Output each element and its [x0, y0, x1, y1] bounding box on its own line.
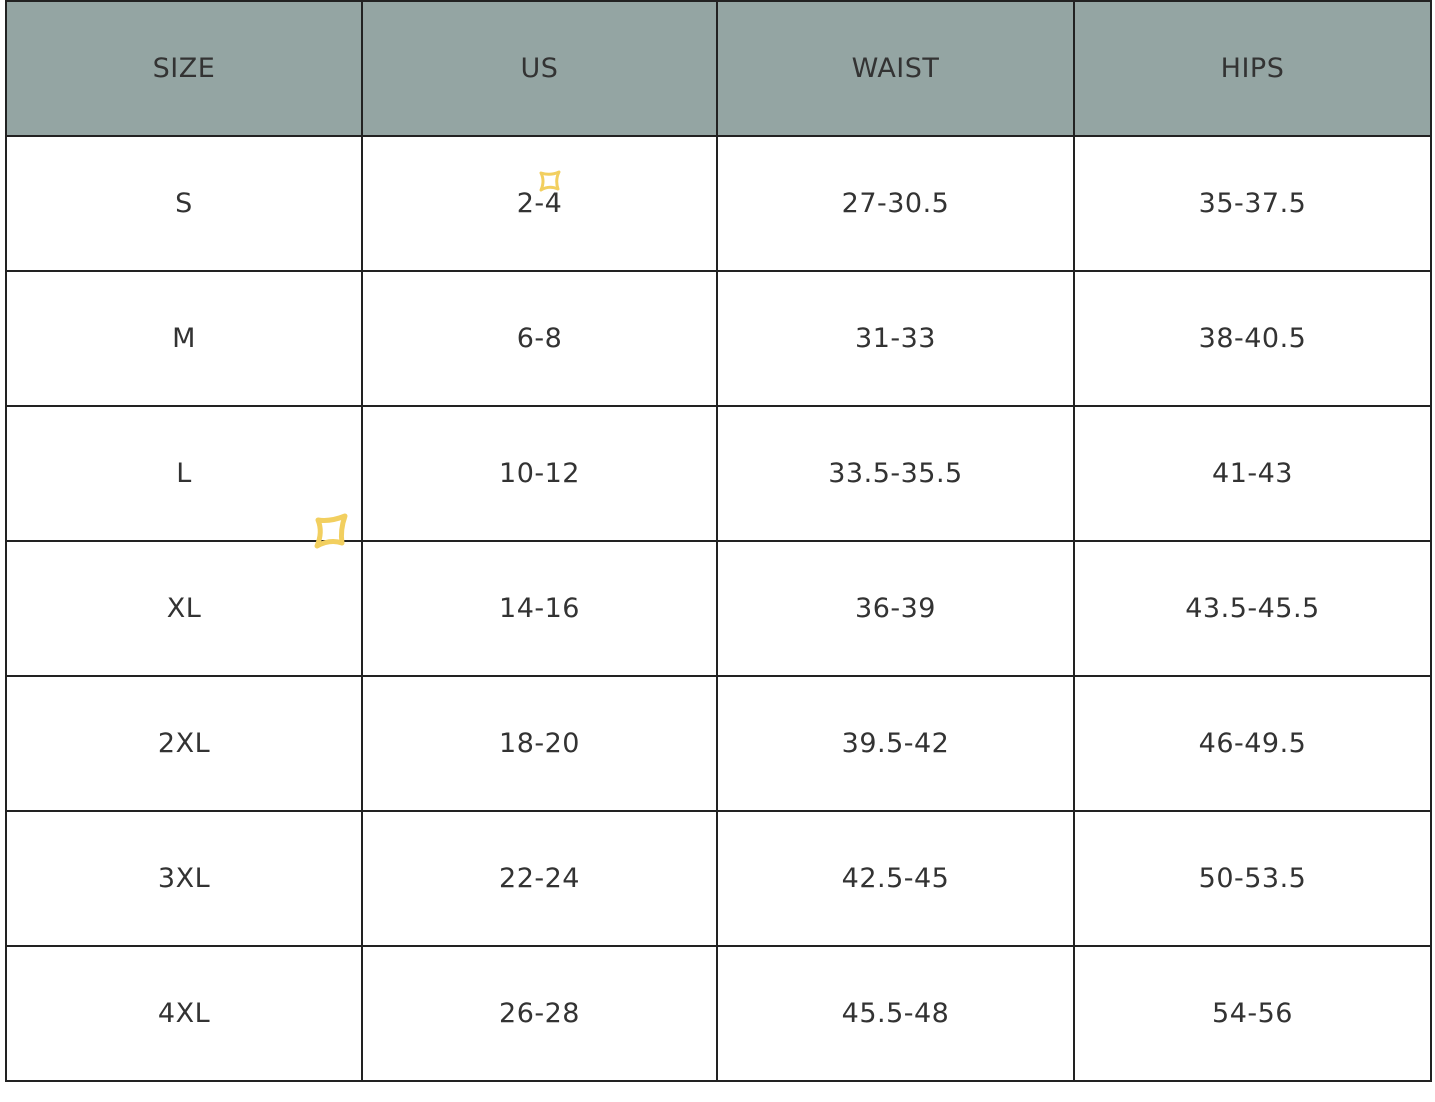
cell-size: 4XL: [5, 945, 363, 1082]
header-us: US: [361, 0, 718, 137]
cell-waist: 36-39: [716, 540, 1075, 677]
cell-us: 22-24: [361, 810, 718, 947]
cell-waist: 42.5-45: [716, 810, 1075, 947]
cell-waist: 39.5-42: [716, 675, 1075, 812]
cell-us: 6-8: [361, 270, 718, 407]
cell-hips: 50-53.5: [1073, 810, 1432, 947]
cell-waist: 33.5-35.5: [716, 405, 1075, 542]
cell-size: M: [5, 270, 363, 407]
cell-us: 14-16: [361, 540, 718, 677]
size-chart-table: SIZE US WAIST HIPS S 2-4 27-30.5 35-37.5 M 6-…: [5, 0, 1432, 1082]
table-row: 2XL 18-20 39.5-42 46-49.5: [5, 675, 1432, 812]
header-row: SIZE US WAIST HIPS: [5, 0, 1432, 137]
cell-hips: 38-40.5: [1073, 270, 1432, 407]
cell-us: 26-28: [361, 945, 718, 1082]
cell-size: 3XL: [5, 810, 363, 947]
cell-hips: 41-43: [1073, 405, 1432, 542]
header-size: SIZE: [5, 0, 363, 137]
cell-waist: 45.5-48: [716, 945, 1075, 1082]
cell-hips: 46-49.5: [1073, 675, 1432, 812]
cell-size: L: [5, 405, 363, 542]
cell-hips: 35-37.5: [1073, 135, 1432, 272]
cell-us: 10-12: [361, 405, 718, 542]
cell-us: 18-20: [361, 675, 718, 812]
table-row: S 2-4 27-30.5 35-37.5: [5, 135, 1432, 272]
header-hips: HIPS: [1073, 0, 1432, 137]
cell-size: 2XL: [5, 675, 363, 812]
cell-waist: 27-30.5: [716, 135, 1075, 272]
cell-size: XL: [5, 540, 363, 677]
table-row: M 6-8 31-33 38-40.5: [5, 270, 1432, 407]
table-row: XL 14-16 36-39 43.5-45.5: [5, 540, 1432, 677]
cell-size: S: [5, 135, 363, 272]
header-waist: WAIST: [716, 0, 1075, 137]
cell-waist: 31-33: [716, 270, 1075, 407]
cell-us: 2-4: [361, 135, 718, 272]
table-row: 4XL 26-28 45.5-48 54-56: [5, 945, 1432, 1082]
cell-hips: 54-56: [1073, 945, 1432, 1082]
table-row: L 10-12 33.5-35.5 41-43: [5, 405, 1432, 542]
sparkle-icon: [539, 170, 561, 192]
cell-hips: 43.5-45.5: [1073, 540, 1432, 677]
sparkle-icon: [314, 513, 348, 549]
table-row: 3XL 22-24 42.5-45 50-53.5: [5, 810, 1432, 947]
